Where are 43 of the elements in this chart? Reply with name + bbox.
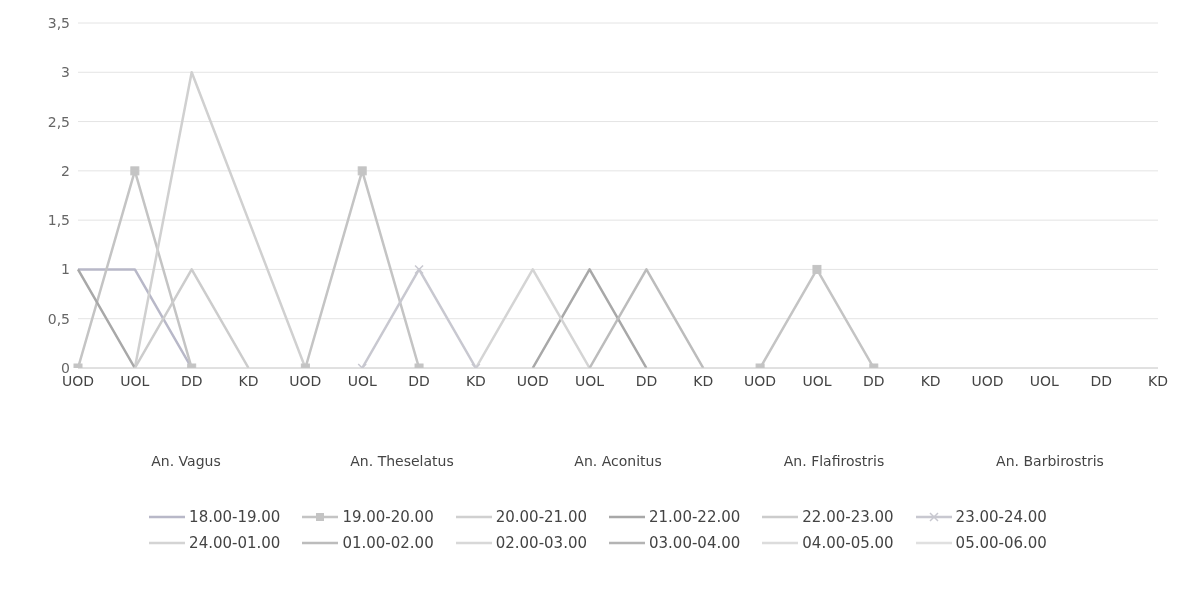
legend-label: 03.00-04.00 [649, 534, 741, 552]
legend-label: 19.00-20.00 [342, 508, 434, 526]
x-tick-label: KD [238, 372, 259, 389]
y-tick-label: 1,5 [47, 212, 70, 229]
legend-label: 01.00-02.00 [342, 534, 434, 552]
x-tick-label: UOD [289, 372, 322, 389]
legend-label: 04.00-05.00 [802, 534, 894, 552]
x-tick-label: DD [635, 372, 658, 389]
y-tick-label: 2 [61, 162, 70, 179]
legend-label: 18.00-19.00 [189, 508, 281, 526]
y-tick-label: 0,5 [47, 310, 70, 327]
x-tick-label: KD [1148, 372, 1168, 389]
legend-label: 24.00-01.00 [189, 534, 281, 552]
y-tick-label: 3,5 [47, 14, 70, 31]
legend-label: 05.00-06.00 [955, 534, 1047, 552]
x-tick-label: UOL [347, 372, 377, 389]
x-tick-label: DD [408, 372, 430, 389]
x-tick-label: UOD [971, 372, 1004, 389]
y-tick-label: 1 [61, 261, 70, 278]
x-tick-label: UOD [744, 372, 777, 389]
x-tick-label: DD [1090, 372, 1112, 389]
text: An. Theselatus [349, 453, 455, 469]
text: An. Barbirostris [995, 453, 1105, 469]
x-tick-label: UOD [516, 372, 549, 389]
legend-label: 20.00-21.00 [495, 508, 587, 526]
text: An. Vagus [150, 453, 222, 469]
x-tick-label: UOL [1029, 372, 1060, 389]
y-tick-label: 2,5 [47, 113, 70, 130]
x-tick-label: KD [920, 372, 941, 389]
legend-label: 23.00-24.00 [955, 508, 1047, 526]
text: An. Aconitus [573, 453, 663, 469]
x-tick-label: DD [180, 372, 203, 389]
y-tick-label: 3 [61, 64, 70, 81]
x-tick-label: KD [693, 372, 714, 389]
x-tick-label: UOL [802, 372, 832, 389]
x-tick-label: UOL [120, 372, 150, 389]
x-tick-label: DD [863, 372, 885, 389]
x-tick-label: KD [465, 372, 486, 389]
text: An. Flafirostris [782, 453, 886, 469]
legend-label: 21.00-22.00 [649, 508, 741, 526]
legend-label: 22.00-23.00 [802, 508, 894, 526]
legend-label: 02.00-03.00 [495, 534, 587, 552]
x-tick-label: UOL [575, 372, 605, 389]
